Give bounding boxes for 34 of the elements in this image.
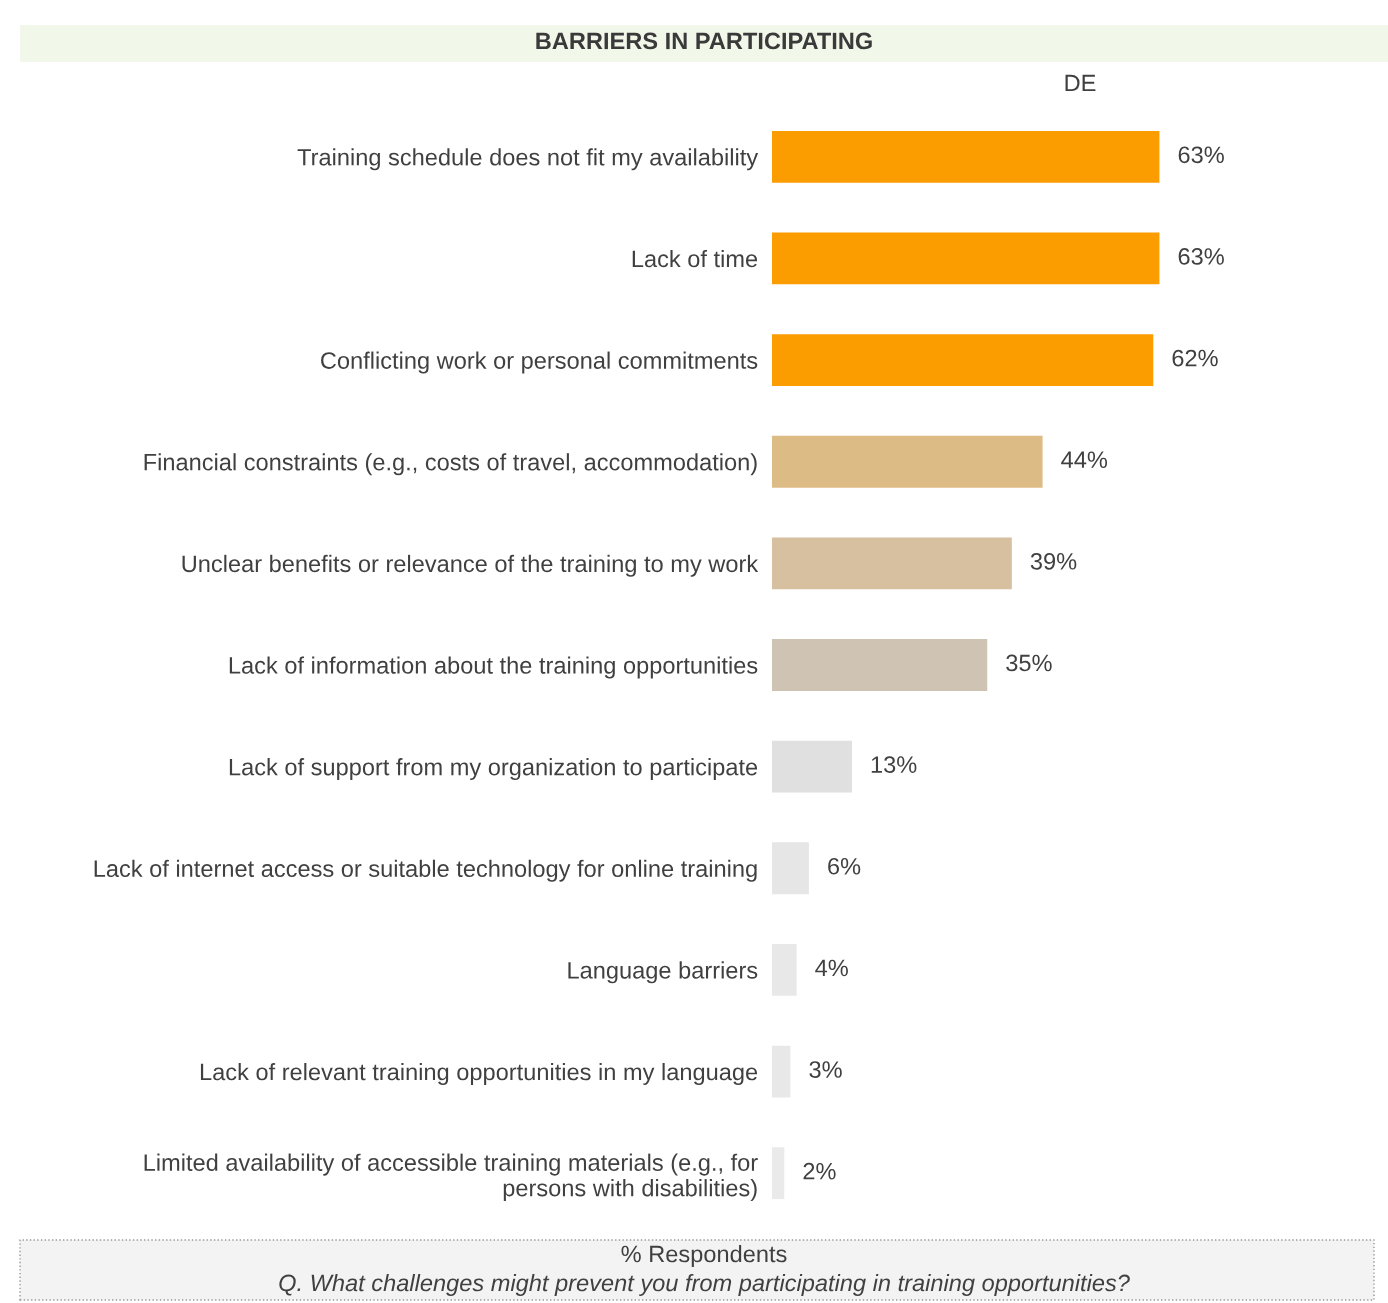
- y-tick-label: Language barriers: [568, 961, 758, 984]
- bar: [772, 639, 988, 691]
- y-tick-label: Lack of relevant training opportunities in my language: [200, 1062, 758, 1085]
- data-label: 3%: [809, 1061, 842, 1078]
- bar: [772, 537, 1012, 590]
- data-label: 39%: [1030, 552, 1077, 570]
- text: Q. What challenges might prevent you from participating in training opportunities?: [279, 1273, 1130, 1297]
- data-label: 63%: [1178, 248, 1224, 265]
- data-label: 35%: [1006, 654, 1052, 672]
- data-label: 62%: [1172, 349, 1218, 367]
- bar: [772, 130, 1160, 183]
- y-tick-label: Limited availability of accessible training materials (e.g., for persons with disabilities): [144, 1153, 758, 1202]
- bar: [772, 435, 1043, 488]
- data-label: 44%: [1061, 451, 1108, 468]
- chart-subtitle: DE: [1065, 74, 1096, 92]
- y-tick-label: Lack of time: [632, 249, 758, 268]
- y-tick-label: Conflicting work or personal commitments: [321, 351, 758, 374]
- text: % Respondents: [621, 1244, 787, 1268]
- bar: [772, 334, 1154, 387]
- bar: [772, 842, 809, 895]
- y-tick-label: Training schedule does not fit my availability: [297, 148, 759, 171]
- data-label: 2%: [803, 1162, 836, 1180]
- y-tick-label: Lack of internet access or suitable technology for online training: [94, 859, 757, 882]
- y-tick-label: Unclear benefits or relevance of the training to my work: [182, 554, 759, 577]
- data-label: 13%: [871, 756, 917, 773]
- bar: [772, 232, 1160, 285]
- y-tick-label: Lack of support from my organization to participate: [229, 758, 758, 781]
- data-label: 63%: [1178, 146, 1224, 164]
- y-tick-label: Lack of information about the training opportunities: [229, 656, 758, 679]
- y-tick-label: Financial constraints (e.g., costs of travel, accommodation): [144, 453, 757, 476]
- bar: [772, 740, 852, 793]
- chart-title: BARRIERS IN PARTICIPATING: [536, 32, 872, 50]
- data-label: 4%: [815, 959, 848, 977]
- data-label: 6%: [828, 857, 861, 875]
